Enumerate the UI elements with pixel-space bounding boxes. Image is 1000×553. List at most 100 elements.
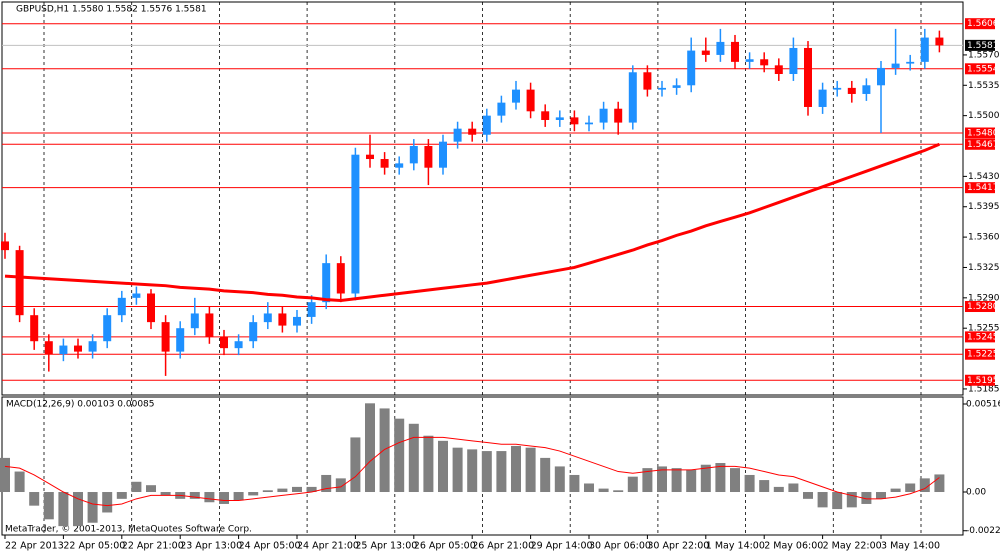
- candle-body: [585, 122, 593, 125]
- x-tick-label: 26 Apr 21:00: [472, 541, 534, 552]
- macd-bar: [890, 488, 901, 493]
- candle-body: [497, 102, 506, 116]
- x-tick-label: 2 May 06:00: [764, 541, 823, 552]
- level-label-bg: [965, 374, 995, 386]
- candle-body: [293, 316, 301, 326]
- candle-body: [847, 87, 856, 94]
- macd-bar: [189, 492, 200, 499]
- level-label: 1.5245: [967, 332, 999, 342]
- candle-body: [745, 59, 754, 62]
- candle-body: [322, 263, 331, 303]
- y-tick-label: -0.00227: [966, 526, 1000, 536]
- y-tick-label: 1.5430: [968, 172, 1000, 182]
- macd-bar: [379, 408, 390, 493]
- macd-bar: [73, 492, 83, 527]
- x-tick-label: 29 Apr 14:00: [531, 541, 593, 552]
- macd-bar: [29, 492, 40, 506]
- macd-bar: [438, 440, 448, 493]
- candle-body: [468, 128, 477, 135]
- macd-bar: [248, 492, 259, 496]
- candle-body: [74, 345, 82, 352]
- macd-bar: [686, 469, 697, 493]
- macd-bar: [452, 447, 463, 493]
- level-label-bg: [965, 182, 995, 194]
- macd-bar: [671, 468, 682, 493]
- macd-bar: [0, 457, 10, 493]
- macd-bar: [116, 492, 127, 499]
- x-tick-label: 22 Apr 2013: [5, 541, 64, 552]
- candle-body: [278, 313, 287, 326]
- candle-body: [891, 63, 900, 68]
- candle-body: [541, 111, 550, 120]
- macd-bar: [788, 483, 799, 493]
- y-tick-label: 0.00: [966, 488, 986, 498]
- macd-bar: [803, 492, 813, 499]
- y-tick-label: 1.5360: [968, 233, 1000, 243]
- y-tick-label: 1.5535: [968, 81, 1000, 91]
- candle-body: [59, 345, 68, 355]
- candle-body: [658, 87, 666, 90]
- y-tick-label: 1.5255: [968, 324, 1000, 334]
- level-label-bg: [965, 127, 995, 139]
- macd-bar: [87, 492, 98, 523]
- macd-bar: [467, 449, 478, 493]
- candle-body: [643, 72, 652, 90]
- candle-body: [147, 293, 155, 323]
- x-tick-label: 25 Apr 13:00: [355, 541, 417, 552]
- candle-body: [44, 341, 53, 355]
- candle-body: [15, 250, 24, 316]
- macd-bar: [394, 418, 405, 493]
- level-label: 1.5606: [967, 19, 999, 29]
- macd-bar: [715, 463, 726, 493]
- candle-body: [599, 108, 608, 123]
- candle-body: [30, 315, 39, 342]
- macd-bar: [335, 478, 346, 493]
- candle-body: [833, 87, 842, 90]
- x-tick-label: 24 Apr 05:00: [239, 541, 301, 552]
- candle-body: [336, 263, 345, 294]
- macd-bar: [14, 471, 25, 493]
- macd-bar: [233, 492, 244, 501]
- macd-bar: [905, 483, 916, 493]
- macd-title: MACD(12,26,9) 0.00103 0.00085: [6, 400, 155, 410]
- macd-bar: [365, 403, 375, 493]
- candle-body: [380, 159, 389, 168]
- macd-bar: [613, 490, 624, 493]
- candle-body: [220, 336, 228, 349]
- x-tick-label: 30 Apr 22:00: [647, 541, 709, 552]
- macd-bar: [511, 445, 521, 493]
- macd-bar: [423, 435, 434, 493]
- y-tick-label: 1.5325: [968, 263, 1000, 273]
- candle-body: [687, 50, 696, 86]
- candle-body: [409, 146, 418, 164]
- macd-bar: [642, 468, 653, 493]
- macd-bar: [262, 490, 273, 493]
- candle-body: [424, 146, 433, 168]
- candle-body: [366, 154, 374, 160]
- candle-body: [789, 47, 798, 75]
- x-tick-label: 22 Apr 21:00: [122, 541, 184, 552]
- level-label: 1.5467: [967, 140, 999, 150]
- macd-bar: [759, 480, 770, 493]
- x-tick-label: 22 Apr 05:00: [63, 541, 125, 552]
- macd-bar: [219, 492, 229, 504]
- candle-body: [628, 72, 637, 123]
- candle-body: [132, 293, 141, 298]
- candle-body: [877, 67, 885, 86]
- macd-bar: [540, 457, 551, 493]
- candle-body: [1, 241, 9, 251]
- candle-body: [453, 128, 462, 142]
- macd-bar: [744, 474, 755, 493]
- macd-bar: [408, 423, 419, 493]
- candle-body: [570, 117, 579, 125]
- macd-bar: [481, 451, 492, 493]
- macd-bar: [846, 492, 857, 508]
- level-label: 1.5554: [967, 64, 999, 74]
- macd-bar: [919, 478, 930, 493]
- candle-body: [351, 154, 360, 294]
- x-tick-label: 1 May 14:00: [706, 541, 765, 552]
- macd-bar: [204, 492, 215, 503]
- x-tick-label: 30 Apr 06:00: [589, 541, 651, 552]
- macd-bar: [773, 486, 784, 493]
- candle-body: [920, 37, 929, 62]
